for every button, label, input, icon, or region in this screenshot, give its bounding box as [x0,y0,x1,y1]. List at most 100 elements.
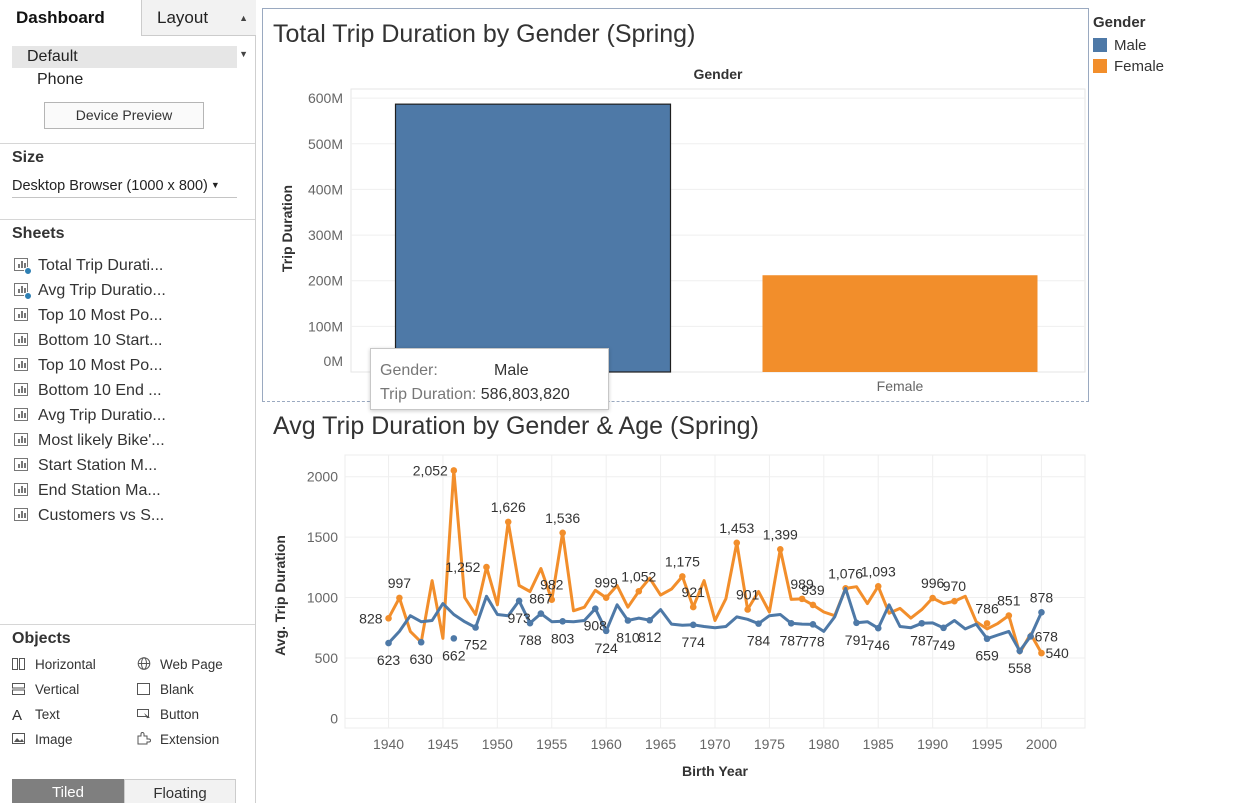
data-point [874,583,882,590]
data-point [809,601,817,609]
divider [0,143,255,144]
sheet-item[interactable]: Customers vs S... [14,505,164,527]
data-point [591,605,599,612]
sheet-item[interactable]: Bottom 10 End ... [14,380,162,402]
data-label: 787 [779,632,803,648]
data-point [385,639,392,647]
data-point [1027,633,1034,640]
object-button[interactable]: Button [137,706,199,724]
legend-label: Female [1114,58,1165,75]
sheet-item[interactable]: Most likely Bike'... [14,430,165,452]
sheet-item[interactable]: Start Station M... [14,455,157,477]
data-label: 901 [736,586,760,602]
y-tick-label: 500 [315,650,339,666]
dashboard-side-panel: Dashboard Layout ▲ ▼ Default Phone Device… [0,0,256,803]
device-phone[interactable]: Phone [37,71,84,88]
data-label: 752 [464,636,488,652]
data-point [450,467,458,474]
worksheet-icon [14,333,28,346]
sheet-item[interactable]: Top 10 Most Po... [14,355,163,377]
y-tick-label: 1000 [307,590,338,606]
floating-button[interactable]: Floating [124,779,236,803]
object-vertical[interactable]: Vertical [12,681,79,699]
data-label: 2,052 [413,462,448,478]
object-blank[interactable]: Blank [137,681,194,699]
objects-section-title: Objects [12,630,71,647]
worksheet-icon [14,458,28,471]
text-icon: A [12,707,23,724]
worksheet-icon [14,383,28,396]
data-point [1016,647,1024,655]
check-badge-icon [24,292,32,300]
worksheet-icon [14,408,28,421]
object-web-page[interactable]: Web Page [137,656,223,674]
x-tick-label: 1940 [373,736,404,752]
data-label: 659 [975,648,999,664]
device-preview-button[interactable]: Device Preview [44,102,204,129]
sheet-item[interactable]: Avg Trip Duratio... [14,280,166,302]
data-label: 1,175 [665,553,700,569]
object-label: Image [35,732,73,747]
data-label: 1,052 [621,568,656,584]
object-extension[interactable]: Extension [137,731,219,749]
sheet-item[interactable]: Total Trip Durati... [14,255,163,277]
data-label: 558 [1008,660,1032,676]
tab-layout[interactable]: Layout ▲ ▼ [141,0,256,59]
series-line-female [387,469,1043,655]
plot-area [344,454,1086,729]
data-point [842,585,849,592]
data-point [537,610,545,617]
size-dropdown[interactable]: Desktop Browser (1000 x 800) ▼ [12,176,237,198]
bar-tooltip: Gender: Male Trip Duration: 586,803,820 [370,348,609,410]
x-tick-label: 1985 [863,736,894,752]
tooltip-key: Trip Duration: [380,386,477,403]
tiled-button[interactable]: Tiled [12,779,124,803]
data-point [689,603,697,611]
data-point [646,616,654,624]
data-label: 1,093 [861,563,896,579]
legend-item-female[interactable]: Female [1093,56,1164,77]
data-label: 678 [1035,628,1059,644]
worksheet-icon [14,433,28,446]
data-point [548,596,556,604]
y-tick-label: 0 [330,710,338,726]
object-horizontal[interactable]: Horizontal [12,656,96,674]
x-tick-label: 1970 [699,736,730,752]
size-section-title: Size [12,149,45,166]
object-text[interactable]: A Text [12,706,60,724]
legend-item-male[interactable]: Male [1093,35,1164,56]
data-label: 996 [921,575,945,591]
data-label: 851 [997,593,1021,609]
data-label: 973 [507,610,531,626]
caret-down-icon: ▼ [210,180,220,190]
sheet-item[interactable]: Avg Trip Duratio... [14,405,166,427]
data-point [483,563,490,571]
sheet-item[interactable]: Top 10 Most Po... [14,305,163,327]
device-default[interactable]: Default [12,46,237,68]
tab-dashboard[interactable]: Dashboard [0,0,141,36]
worksheet-icon [14,258,32,275]
data-label: 540 [1045,645,1069,661]
sheet-item[interactable]: Bottom 10 Start... [14,330,163,352]
y-tick-label: 2000 [307,469,338,485]
bar-chart-frame[interactable] [262,8,1089,402]
worksheet-icon [14,483,28,496]
data-point [755,620,762,627]
data-label: 787 [910,632,934,648]
data-point [504,518,512,526]
object-image[interactable]: Image [12,731,73,749]
sheets-section-title: Sheets [12,225,65,242]
x-tick-label: 1980 [808,736,839,752]
tooltip-gender-row: Gender: Male [380,362,529,380]
data-point [396,594,403,602]
data-label: 1,076 [828,565,863,581]
sheet-label: Total Trip Durati... [38,257,164,274]
sheet-item[interactable]: End Station Ma... [14,480,161,502]
data-point [450,635,458,642]
panel-tabs: Dashboard Layout ▲ ▼ [0,0,256,59]
data-label: 1,399 [763,526,798,542]
object-label: Button [160,707,200,722]
x-tick-label: 1995 [971,736,1002,752]
y-tick-label: 1500 [307,529,338,545]
data-point [1038,649,1045,657]
